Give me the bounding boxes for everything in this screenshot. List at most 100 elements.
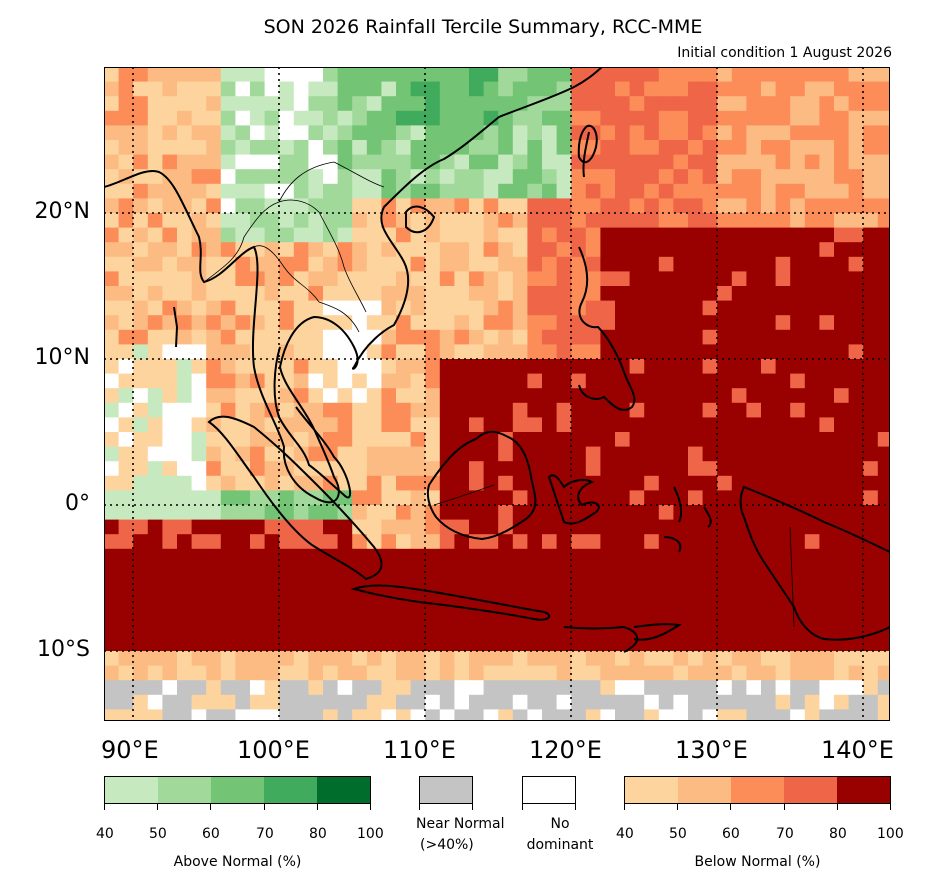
grid-cell xyxy=(571,417,587,433)
grid-cell xyxy=(410,110,426,126)
grid-cell xyxy=(264,344,280,360)
grid-cell xyxy=(673,475,689,491)
grid-cell xyxy=(761,519,777,535)
grid-cell xyxy=(673,432,689,448)
grid-cell xyxy=(352,373,368,389)
grid-cell xyxy=(104,81,120,97)
grid-cell xyxy=(425,534,441,550)
grid-cell xyxy=(147,359,163,375)
grid-cell xyxy=(629,359,645,375)
grid-cell xyxy=(308,256,324,272)
grid-cell xyxy=(542,548,558,564)
grid-cell xyxy=(673,315,689,331)
grid-cell xyxy=(454,490,470,506)
grid-cell xyxy=(542,256,558,272)
grid-cell xyxy=(746,286,762,302)
grid-cell xyxy=(819,315,835,331)
grid-cell xyxy=(410,315,426,331)
grid-cell xyxy=(542,110,558,126)
grid-cell xyxy=(469,242,485,258)
grid-cell xyxy=(877,344,890,360)
grid-cell xyxy=(220,417,236,433)
grid-cell xyxy=(629,198,645,214)
grid-cell xyxy=(556,417,572,433)
grid-cell xyxy=(118,96,134,112)
grid-cell xyxy=(512,198,528,214)
grid-cell xyxy=(396,373,412,389)
grid-cell xyxy=(396,490,412,506)
grid-cell xyxy=(863,578,879,594)
grid-cell xyxy=(761,373,777,389)
grid-cell xyxy=(775,578,791,594)
grid-cell xyxy=(323,96,339,112)
grid-cell xyxy=(717,490,733,506)
grid-cell xyxy=(469,67,485,83)
grid-cell xyxy=(819,300,835,316)
grid-cell xyxy=(585,329,601,345)
grid-cell xyxy=(498,125,514,141)
grid-cell xyxy=(337,213,353,229)
grid-cell xyxy=(133,592,149,608)
grid-cell xyxy=(147,548,163,564)
grid-cell xyxy=(717,154,733,170)
grid-cell xyxy=(658,271,674,287)
grid-cell xyxy=(279,286,295,302)
grid-cell xyxy=(454,344,470,360)
grid-cell xyxy=(702,519,718,535)
grid-cell xyxy=(658,286,674,302)
grid-cell xyxy=(293,300,309,316)
grid-cell xyxy=(848,300,864,316)
grid-cell xyxy=(658,578,674,594)
grid-cell xyxy=(863,242,879,258)
grid-cell xyxy=(454,286,470,302)
grid-cell xyxy=(323,505,339,521)
grid-cell xyxy=(147,242,163,258)
grid-cell xyxy=(702,140,718,156)
grid-cell xyxy=(220,213,236,229)
grid-cell xyxy=(308,140,324,156)
grid-cell xyxy=(848,286,864,302)
below-normal-swatch-1 xyxy=(625,777,678,803)
grid-cell xyxy=(323,81,339,97)
grid-cell xyxy=(279,154,295,170)
grid-cell xyxy=(688,154,704,170)
grid-cell xyxy=(366,446,382,462)
grid-cell xyxy=(673,67,689,83)
grid-cell xyxy=(731,96,747,112)
grid-cell xyxy=(600,505,616,521)
grid-cell xyxy=(396,563,412,579)
grid-cell xyxy=(542,67,558,83)
grid-cell xyxy=(688,548,704,564)
grid-cell xyxy=(323,344,339,360)
grid-cell xyxy=(819,183,835,199)
grid-cell xyxy=(323,67,339,83)
grid-cell xyxy=(877,417,890,433)
grid-cell xyxy=(834,475,850,491)
grid-cell xyxy=(761,359,777,375)
grid-cell xyxy=(191,140,207,156)
grid-cell xyxy=(104,373,120,389)
grid-cell xyxy=(483,402,499,418)
grid-cell xyxy=(439,96,455,112)
grid-cell xyxy=(118,388,134,404)
grid-cell xyxy=(439,432,455,448)
grid-cell xyxy=(658,67,674,83)
grid-cell xyxy=(191,373,207,389)
grid-cell xyxy=(410,183,426,199)
grid-cell xyxy=(863,548,879,564)
grid-cell xyxy=(191,183,207,199)
grid-cell xyxy=(366,490,382,506)
grid-cell xyxy=(542,227,558,243)
grid-cell xyxy=(615,110,631,126)
grid-cell xyxy=(629,329,645,345)
grid-cell xyxy=(439,286,455,302)
grid-cell xyxy=(775,227,791,243)
grid-cell xyxy=(177,534,193,550)
grid-cell xyxy=(206,344,222,360)
grid-cell xyxy=(220,183,236,199)
grid-cell xyxy=(235,67,251,83)
grid-cell xyxy=(104,490,120,506)
grid-cell xyxy=(571,373,587,389)
grid-cell xyxy=(439,592,455,608)
grid-cell xyxy=(483,169,499,185)
